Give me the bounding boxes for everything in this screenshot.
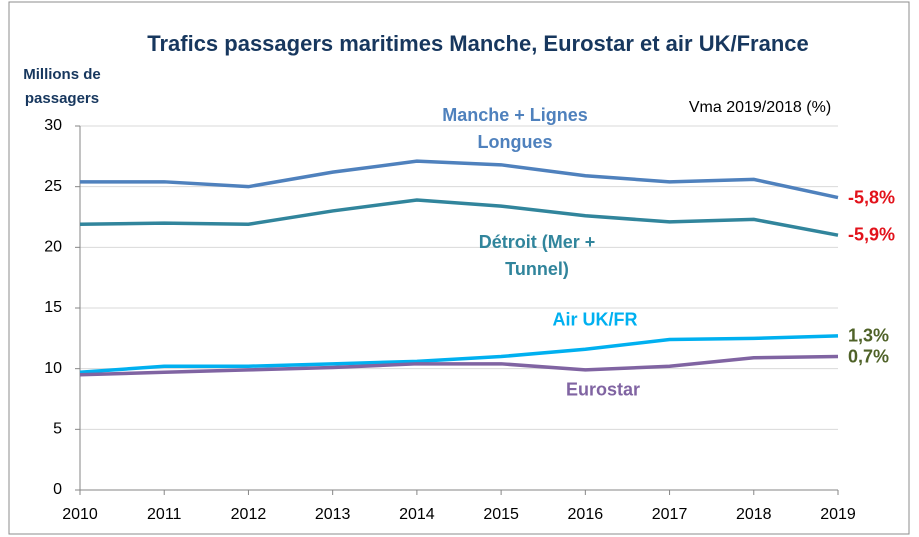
y-tick-label: 10 (44, 360, 62, 377)
y-tick-label: 0 (53, 481, 62, 498)
y-tick-label: 5 (53, 421, 62, 438)
series-line (79, 354, 839, 377)
series-label: Air UK/FR (552, 309, 638, 330)
change-label: 0,7% (848, 346, 890, 367)
x-tick-label: 2011 (147, 506, 182, 523)
change-label: -5,9% (848, 224, 896, 245)
change-label: -5,8% (848, 187, 896, 208)
annotation: Vma 2019/2018 (%) (689, 99, 831, 116)
x-tick-label: 2014 (399, 506, 435, 523)
y-tick-label: 25 (44, 178, 62, 195)
series-label: Détroit (Mer + Tunnel) (478, 232, 596, 279)
x-tick-label: 2012 (231, 506, 267, 523)
y-tick-label: 20 (44, 239, 62, 256)
x-tick-label: 2013 (315, 506, 351, 523)
x-tick-label: 2017 (652, 506, 688, 523)
x-tick-label: 2010 (62, 506, 98, 523)
x-tick-label: 2019 (820, 506, 856, 523)
x-tick-label: 2018 (736, 506, 772, 523)
x-tick-label: 2015 (483, 506, 519, 523)
x-tick-label: 2016 (568, 506, 604, 523)
series-line (79, 198, 839, 237)
series-label: Eurostar (565, 379, 641, 400)
y-tick-label: 15 (44, 299, 62, 316)
y-tick-label: 30 (44, 117, 62, 134)
chart-title: Trafics passagers maritimes Manche, Euro… (147, 31, 809, 56)
frame (8, 1, 910, 535)
series-label: Manche + Lignes Longues (442, 105, 588, 152)
series-line (80, 159, 839, 200)
series-line (79, 334, 839, 375)
y-axis-label: Millions de passagers (23, 66, 101, 107)
change-label: 1,3% (848, 325, 890, 346)
